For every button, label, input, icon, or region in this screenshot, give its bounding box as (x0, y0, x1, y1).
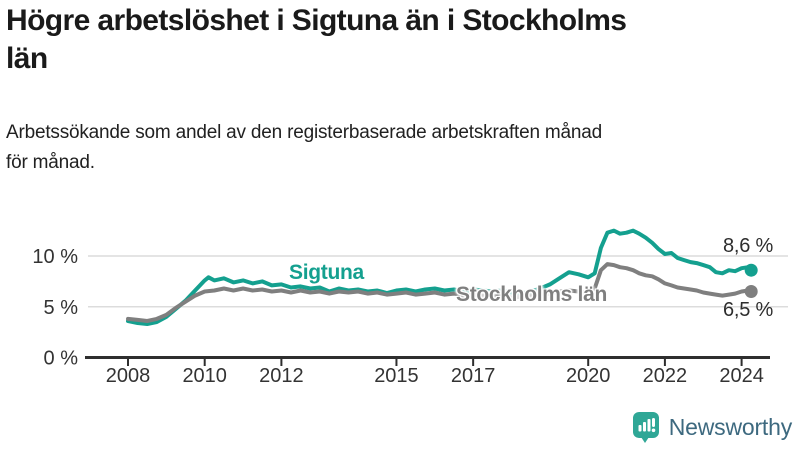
chart-title: Högre arbetslöshet i Sigtuna än i Stockh… (6, 2, 786, 78)
series-line-sigtuna (126, 228, 754, 326)
chart-subtitle-line2: för månad. (6, 152, 95, 173)
series-label-stockholms-lan: Stockholms län (456, 283, 608, 306)
chart-title-line2: län (6, 42, 48, 75)
brand-footer: Newsworthy (631, 410, 792, 444)
brand-name: Newsworthy (668, 413, 792, 440)
y-axis-tick-label: 10 % (32, 246, 78, 268)
series-end-dot-sigtuna (744, 263, 758, 277)
series-label-sigtuna: Sigtuna (289, 261, 364, 284)
x-axis-tick-label: 2022 (643, 365, 688, 387)
x-axis-tick-label: 2010 (182, 365, 227, 387)
chart-title-line1: Högre arbetslöshet i Sigtuna än i Stockh… (6, 4, 627, 37)
newsworthy-logo-icon (632, 412, 659, 443)
series-line-stockholms-lan (126, 262, 754, 323)
chart-subtitle-line1: Arbetssökande som andel av den registerb… (6, 122, 603, 143)
y-axis-tick-label: 5 % (44, 297, 79, 319)
x-axis-tick-label: 2008 (106, 365, 151, 387)
x-axis-tick-label: 2012 (259, 365, 304, 387)
chart-subtitle: Arbetssökande som andel av den registerb… (6, 118, 794, 178)
end-value-label-sigtuna: 8,6 % (723, 235, 774, 257)
x-axis-tick-label: 2017 (451, 365, 496, 387)
y-axis-tick-label: 0 % (44, 348, 79, 370)
x-axis-tick-label: 2024 (719, 365, 764, 387)
series-end-dot-stockholms-lan (744, 285, 758, 299)
x-axis-tick-label: 2020 (566, 365, 611, 387)
x-axis-tick-label: 2015 (374, 365, 419, 387)
end-value-label-stockholms-lan: 6,5 % (723, 299, 774, 321)
